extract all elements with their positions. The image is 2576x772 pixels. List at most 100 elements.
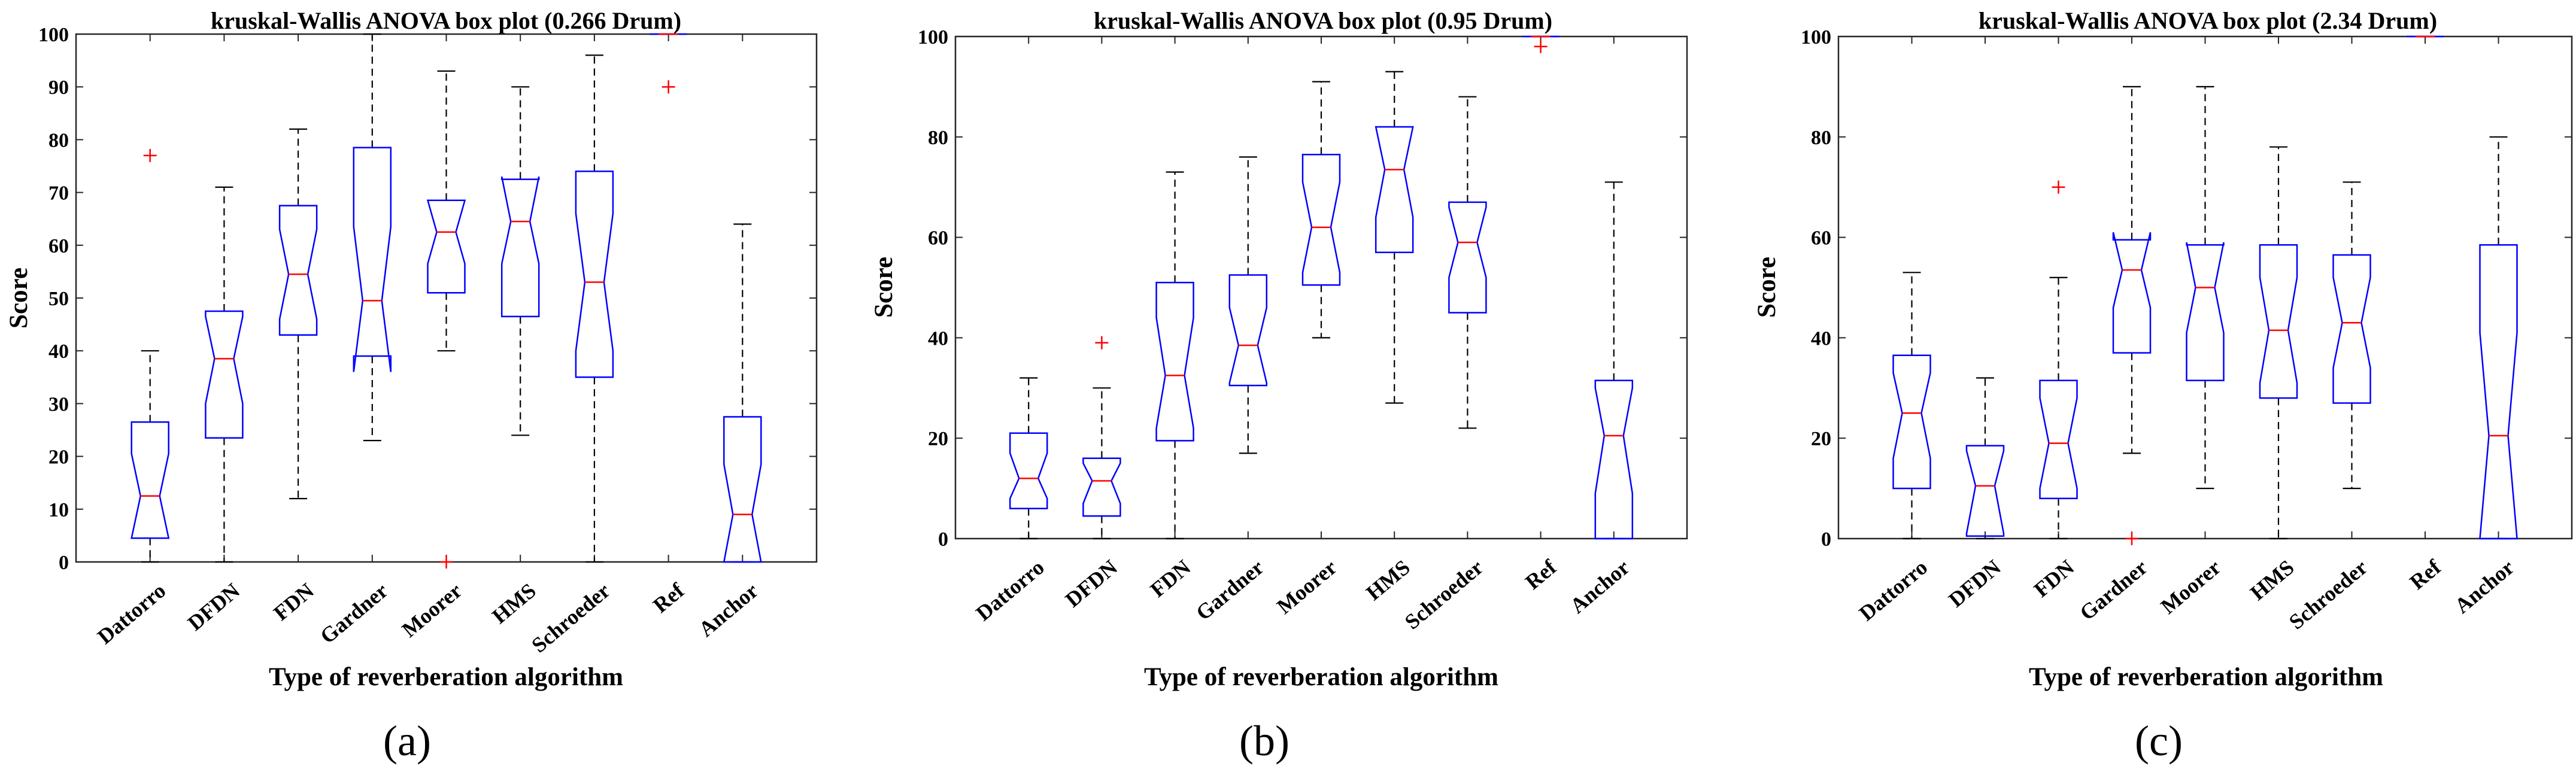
panel-a-ylabel: Score	[5, 268, 33, 329]
x-tick-label-moorer: Moorer	[398, 579, 467, 642]
notched-box	[1448, 201, 1487, 314]
outlier-marker	[2052, 180, 2065, 194]
panel-b-boxes	[1009, 35, 1634, 540]
notched-box	[353, 147, 392, 372]
outlier-marker	[143, 148, 157, 162]
box-hms	[2259, 37, 2298, 540]
box-dattorro	[131, 34, 170, 563]
notched-box	[723, 416, 762, 563]
panel-a-xlabel: Type of reverberation algorithm	[269, 663, 623, 691]
notched-box	[131, 421, 170, 539]
notched-box	[2479, 244, 2518, 540]
y-tick-label: 90	[48, 77, 69, 99]
y-tick-label: 70	[48, 183, 69, 205]
outlier-marker	[439, 555, 453, 569]
box-gardner	[353, 33, 392, 562]
x-tick-label-dattorro: Dattorro	[93, 579, 170, 649]
x-tick-label-hms: HMS	[2246, 555, 2299, 605]
notched-box	[426, 199, 466, 294]
y-tick-label: 0	[59, 552, 69, 574]
y-tick-label: 40	[48, 341, 69, 363]
y-tick-label: 100	[918, 26, 948, 48]
notched-box	[1228, 274, 1268, 387]
y-tick-label: 40	[1811, 327, 1831, 349]
x-tick-label-ref: Ref	[1521, 555, 1561, 594]
x-tick-label-dfdn: DFDN	[1944, 555, 2005, 612]
y-tick-label: 50	[48, 288, 69, 310]
notched-box	[2186, 242, 2225, 381]
box-anchor	[723, 34, 762, 563]
box-ref	[650, 33, 687, 562]
box-hms	[1375, 37, 1414, 539]
x-tick-label-dfdn: DFDN	[1061, 555, 1122, 612]
box-moorer	[426, 34, 466, 569]
x-tick-label-gardner: Gardner	[2075, 555, 2152, 625]
notched-box	[1892, 354, 1931, 490]
panel-b-ylabel: Score	[870, 257, 898, 318]
x-tick-label-ref: Ref	[648, 578, 689, 618]
notched-box	[205, 310, 244, 439]
panel-c-y-ticks: 0 20 40 60 80 100	[1801, 26, 2572, 551]
notched-box	[1375, 126, 1414, 254]
box-anchor	[2479, 37, 2518, 540]
x-tick-label-fdn: FDN	[2029, 555, 2079, 602]
box-dfdn	[1965, 37, 2005, 540]
x-tick-label-dfdn: DFDN	[183, 579, 244, 636]
box-moorer	[2186, 37, 2225, 539]
notched-box	[500, 176, 540, 318]
x-tick-label-fdn: FDN	[269, 579, 318, 625]
y-tick-label: 60	[48, 235, 69, 257]
outlier-marker	[662, 80, 675, 94]
notched-box	[1082, 457, 1121, 517]
y-tick-label: 20	[48, 446, 69, 469]
notched-box	[278, 205, 318, 336]
box-fdn	[1155, 37, 1194, 540]
x-tick-label-moorer: Moorer	[2156, 555, 2226, 619]
box-dattorro	[1892, 37, 1931, 540]
panel-c-ylabel: Score	[1753, 257, 1781, 318]
x-tick-label-anchor: Anchor	[1565, 555, 1634, 618]
panel-b-title: kruskal-Wallis ANOVA box plot (0.95 Drum…	[1094, 7, 1552, 34]
x-tick-label-moorer: Moorer	[1272, 555, 1342, 619]
panel-a-subfigure-label: (a)	[383, 717, 431, 765]
x-tick-label-hms: HMS	[1361, 555, 1415, 605]
y-tick-label: 20	[928, 428, 948, 450]
panel-b-xlabel: Type of reverberation algorithm	[1144, 663, 1498, 691]
panel-a-boxes	[131, 33, 762, 569]
y-tick-label: 80	[48, 129, 69, 151]
box-schroeder	[1448, 37, 1487, 539]
x-tick-label-hms: HMS	[487, 579, 541, 628]
box-dfdn	[1082, 37, 1121, 540]
y-tick-label: 20	[1811, 428, 1831, 450]
x-tick-label-dattorro: Dattorro	[972, 555, 1049, 626]
notched-box	[1594, 379, 1634, 540]
notched-box	[1301, 153, 1341, 286]
outlier-marker	[1095, 336, 1109, 349]
x-tick-label-fdn: FDN	[1146, 555, 1195, 602]
panel-a: kruskal-Wallis ANOVA box plot (0.266 Dru…	[5, 7, 818, 765]
panel-b-y-ticks: 0 20 40 60 80 100	[918, 26, 1687, 551]
box-gardner	[2112, 37, 2152, 545]
box-schroeder	[575, 34, 614, 563]
notched-box	[2112, 232, 2152, 354]
panel-c-boxes	[1892, 35, 2518, 545]
y-tick-label: 80	[1811, 127, 1831, 149]
box-ref	[1522, 35, 1559, 539]
y-tick-label: 60	[1811, 227, 1831, 250]
box-anchor	[1594, 37, 1634, 540]
box-hms	[500, 34, 540, 562]
y-tick-label: 0	[938, 528, 948, 551]
y-tick-label: 40	[928, 327, 948, 349]
box-ref	[2407, 35, 2444, 539]
notched-box	[2332, 254, 2371, 404]
box-fdn	[278, 34, 318, 562]
y-tick-label: 60	[928, 227, 948, 250]
box-fdn	[2039, 37, 2078, 540]
notched-box	[1965, 445, 2005, 537]
notched-box	[2039, 379, 2078, 500]
x-tick-label-anchor: Anchor	[2450, 555, 2519, 618]
y-tick-label: 80	[928, 127, 948, 149]
notched-box	[1155, 281, 1194, 442]
